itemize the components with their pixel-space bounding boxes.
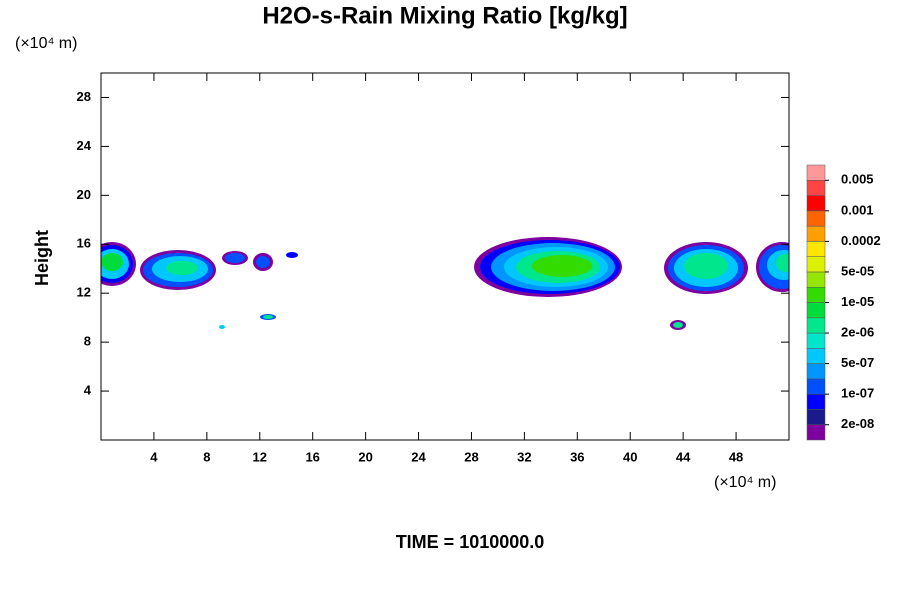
y-tick-label: 12 (77, 285, 91, 300)
x-tick-label: 8 (203, 449, 210, 464)
x-tick-label: 20 (358, 449, 372, 464)
x-tick-label: 16 (305, 449, 319, 464)
colorbar-box (806, 271, 826, 288)
x-unit: (×10⁴ m) (714, 474, 776, 491)
colorbar-box (806, 409, 826, 425)
x-tick-label: 24 (411, 449, 426, 464)
x-tick-label: 36 (570, 449, 584, 464)
y-tick-label: 8 (84, 334, 91, 349)
colorbar-box (806, 302, 826, 319)
colorbar-box (806, 286, 826, 303)
y-tick-label: 16 (77, 236, 91, 251)
colorbar-box (806, 225, 826, 242)
y-tick-label: 24 (77, 138, 92, 153)
colorbar-box (806, 363, 826, 380)
chart-title: H2O-s-Rain Mixing Ratio [kg/kg] (262, 2, 627, 29)
colorbar-box (806, 332, 826, 349)
y-unit: (×10⁴ m) (15, 35, 77, 52)
footer: TIME = 1010000.0 (396, 532, 545, 552)
colorbar-box (806, 256, 826, 273)
rain-field (101, 237, 789, 330)
colorbar-box (806, 210, 826, 227)
y-tick-label: 28 (77, 89, 91, 104)
colorbar-box (806, 317, 826, 334)
colorbar-label: 1e-07 (841, 386, 874, 401)
colorbar-label: 2e-06 (841, 324, 874, 339)
x-tick-label: 48 (729, 449, 743, 464)
x-tick-label: 28 (464, 449, 478, 464)
rain-region (101, 237, 789, 330)
colorbar-label: 5e-05 (841, 263, 874, 278)
colorbar-box (806, 180, 826, 196)
colorbar-label: 2e-08 (841, 416, 874, 431)
y-tick-label: 20 (77, 187, 91, 202)
colorbar-box (806, 393, 826, 410)
colorbar-label: 0.0002 (841, 233, 881, 248)
colorbar-box (806, 348, 826, 364)
y-axis-label: Height (32, 230, 52, 286)
colorbar-label: 1e-05 (841, 294, 874, 309)
colorbar-box (806, 195, 826, 212)
x-tick-label: 40 (623, 449, 637, 464)
colorbar-box (806, 241, 826, 257)
colorbar-label: 0.005 (841, 172, 874, 187)
x-tick-label: 12 (253, 449, 267, 464)
colorbar-label: 5e-07 (841, 355, 874, 370)
y-tick-label: 4 (84, 383, 92, 398)
x-tick-label: 44 (676, 449, 691, 464)
x-tick-label: 4 (150, 449, 158, 464)
colorbar-box (806, 424, 826, 441)
x-tick-label: 32 (517, 449, 531, 464)
colorbar-label: 0.001 (841, 202, 874, 217)
plot-frame (100, 72, 790, 441)
colorbar-box (806, 378, 826, 395)
colorbar-box (806, 164, 826, 181)
